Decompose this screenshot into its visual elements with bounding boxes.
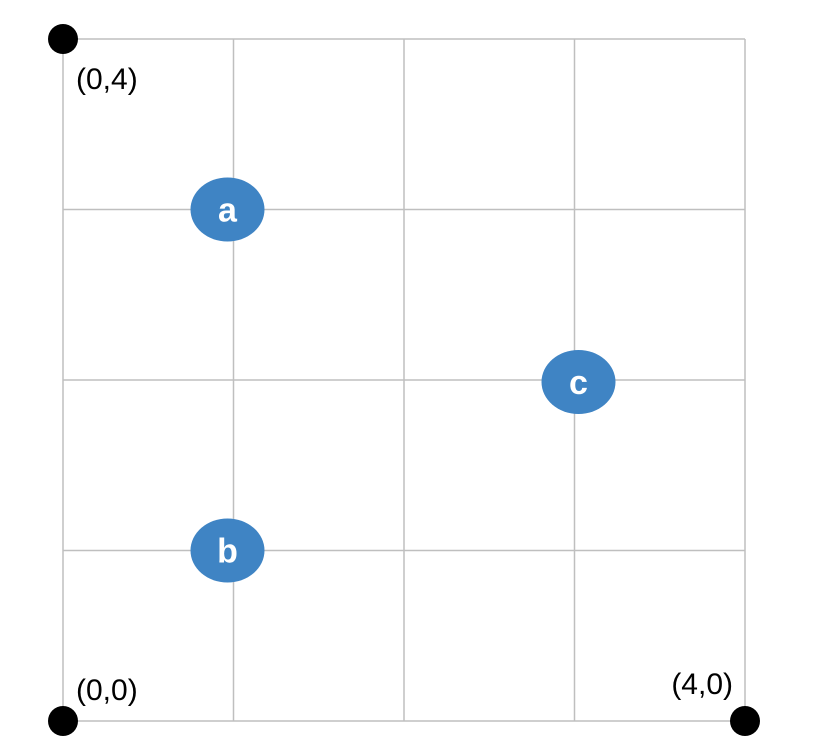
node-circle <box>190 177 265 242</box>
corner-point-dot <box>48 24 78 54</box>
node-circle <box>190 518 265 583</box>
node-b: b <box>190 518 265 583</box>
node-label: a <box>218 192 238 230</box>
corner-point-dot <box>730 706 760 736</box>
grid-lines <box>62 38 746 722</box>
node-label: c <box>569 364 588 402</box>
labeled-nodes: a b c <box>190 177 616 583</box>
corner-point-dot <box>48 706 78 736</box>
node-a: a <box>190 177 265 242</box>
node-c: c <box>541 350 616 414</box>
node-label: b <box>217 533 238 571</box>
corner-point-label: (0,4) <box>76 63 138 96</box>
node-circle <box>541 350 616 414</box>
corner-points: (0,4) (0,0) (4,0) <box>48 24 760 736</box>
corner-point-label: (0,0) <box>76 674 138 707</box>
corner-point-label: (4,0) <box>671 668 733 701</box>
